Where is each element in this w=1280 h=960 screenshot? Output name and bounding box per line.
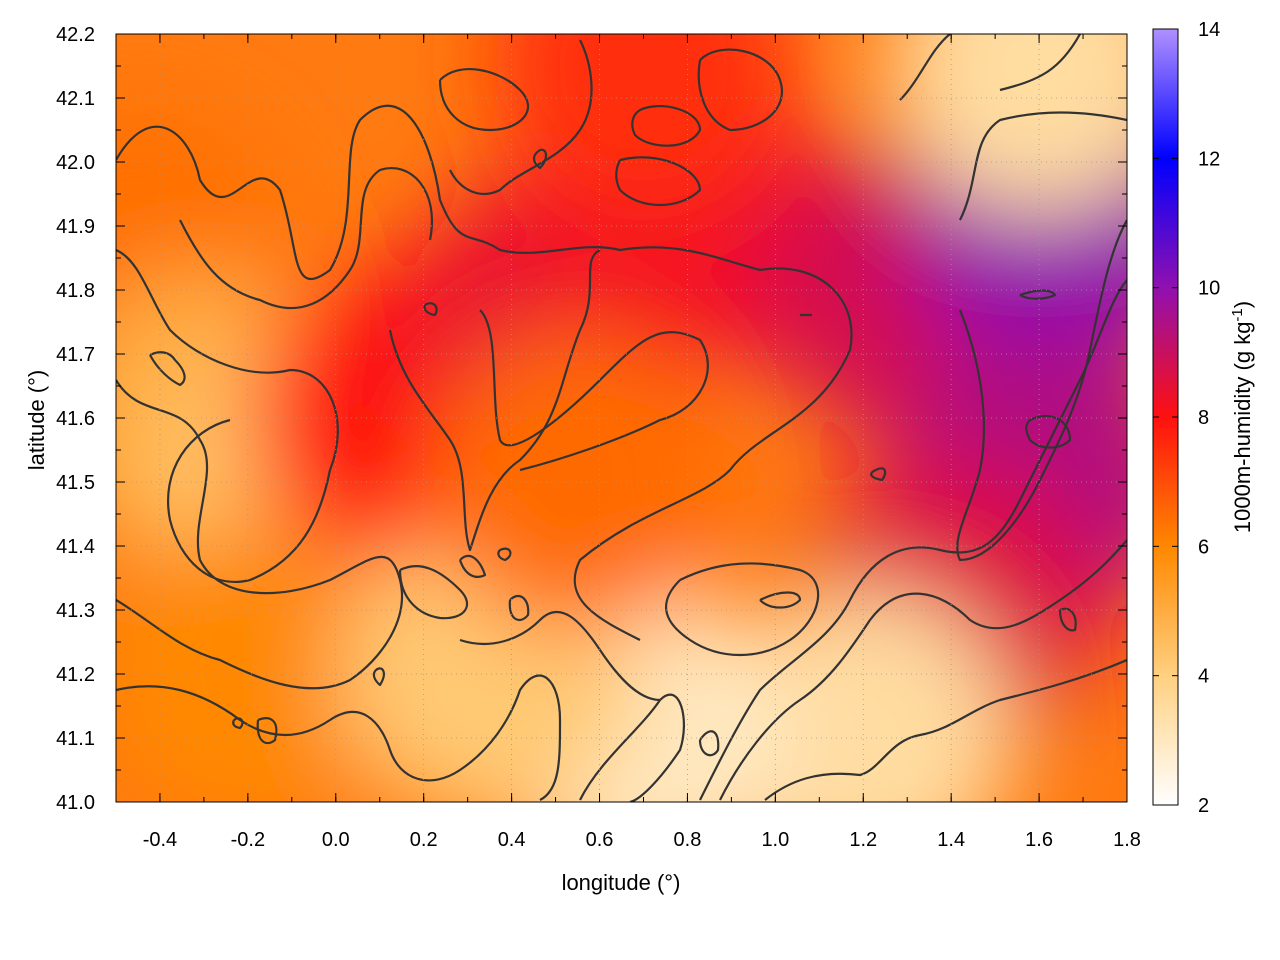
contour-line <box>479 309 709 472</box>
contour-line <box>615 156 702 207</box>
contour-line <box>398 565 469 620</box>
contour-line <box>508 594 530 622</box>
y-tick-label: 41.9 <box>56 216 95 238</box>
contour-line <box>423 302 438 317</box>
contour-line <box>697 48 783 132</box>
x-tick-label: 1.6 <box>1025 829 1053 851</box>
y-tick-label: 41.0 <box>56 792 95 814</box>
y-tick-label: 41.2 <box>56 664 95 686</box>
colorbar-tick-label: 2 <box>1198 795 1209 817</box>
x-tick-label: 0.4 <box>498 829 526 851</box>
contour-line <box>532 148 548 170</box>
y-axis: 41.0 41.1 41.2 41.3 41.4 41.5 41.6 41.7 41.8 41.9… <box>56 24 1127 814</box>
contour-line <box>959 111 1127 221</box>
contour-line <box>116 674 562 801</box>
x-tick-label: 1.8 <box>1113 829 1141 851</box>
contour-line <box>232 717 244 730</box>
contour-line <box>459 610 661 702</box>
contour-line <box>956 219 1127 562</box>
x-tick-label: 0.0 <box>322 829 350 851</box>
contour-line <box>759 591 802 609</box>
y-tick-label: 41.4 <box>56 536 95 558</box>
x-tick-label: 0.6 <box>586 829 614 851</box>
colorbar-title: 1000m-humidity (g kg-1) <box>1229 301 1255 533</box>
y-tick-label: 41.7 <box>56 344 95 366</box>
field-region <box>889 34 1127 216</box>
x-tick-label: -0.4 <box>143 829 177 851</box>
y-tick-label: 41.1 <box>56 728 95 750</box>
x-tick-label: 1.2 <box>849 829 877 851</box>
x-tick-label: 0.8 <box>674 829 702 851</box>
contour-line <box>116 104 853 641</box>
contour-line <box>256 717 278 745</box>
contour-line <box>1058 607 1077 632</box>
contour-lines <box>116 34 1127 802</box>
contour-line <box>1019 289 1057 300</box>
colorbar-tick-label: 4 <box>1198 666 1209 688</box>
field-region <box>116 524 398 802</box>
x-axis-title: longitude (°) <box>562 870 681 895</box>
y-tick-label: 42.0 <box>56 152 95 174</box>
y-tick-label: 41.6 <box>56 408 95 430</box>
y-tick-label: 42.1 <box>56 88 95 110</box>
field-region <box>493 34 794 216</box>
colorbar-tick-label: 14 <box>1198 19 1220 41</box>
x-tick-label: -0.2 <box>231 829 265 851</box>
colorbar-tick-label: 8 <box>1198 407 1209 429</box>
contour-line <box>458 554 487 578</box>
contour-line <box>497 547 512 562</box>
contour-line <box>999 34 1081 92</box>
colorbar-axis: 2 4 6 8 10 12 14 <box>1153 19 1220 817</box>
x-axis: -0.4 -0.2 0.0 0.2 0.4 0.6 0.8 1.0 1.2 1.4 1.6 1.8 <box>115 34 1141 851</box>
y-tick-label: 42.2 <box>56 24 95 46</box>
contour-line <box>116 248 339 583</box>
y-tick-label: 41.3 <box>56 600 95 622</box>
contour-line <box>665 562 820 656</box>
contour-line <box>438 68 530 132</box>
contour-line <box>870 467 887 482</box>
field-region <box>427 332 728 632</box>
contour-line <box>579 693 686 802</box>
contour-line <box>719 539 1127 801</box>
contour-line <box>116 379 403 690</box>
y-tick-label: 41.5 <box>56 472 95 494</box>
contour-line <box>699 279 1127 801</box>
contour-line <box>388 249 601 552</box>
contour-line <box>764 658 1127 801</box>
colorbar-tick-label: 6 <box>1198 536 1209 558</box>
contour-line <box>698 730 720 757</box>
y-axis-title: latitude (°) <box>24 370 49 471</box>
contour-line <box>631 105 702 147</box>
x-tick-label: 1.4 <box>937 829 965 851</box>
x-tick-label: 1.0 <box>761 829 789 851</box>
contour-line <box>899 34 951 101</box>
contour-line <box>372 667 385 687</box>
contour-line <box>149 351 186 387</box>
contour-line <box>179 167 433 310</box>
colorbar-tick-label: 12 <box>1198 148 1220 170</box>
y-tick-label: 41.8 <box>56 280 95 302</box>
x-tick-label: 0.2 <box>410 829 438 851</box>
colorbar-tick-label: 10 <box>1198 278 1220 300</box>
contour-line <box>1025 415 1072 449</box>
